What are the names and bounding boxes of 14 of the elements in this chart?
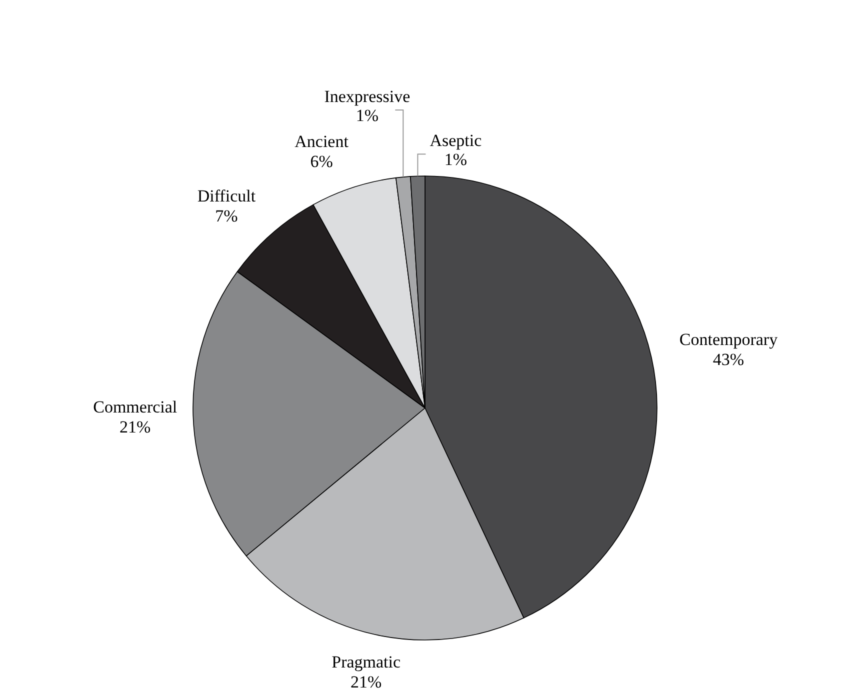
data-label: 21% [350,672,382,692]
data-label: 1% [444,150,468,170]
data-label: 43% [712,350,744,370]
slice-label: Contemporary [679,330,778,350]
slice-label: Pragmatic [332,652,402,672]
slice-label: Difficult [197,186,256,206]
slice-label: Ancient [294,132,349,152]
data-label: 21% [120,417,151,436]
data-label: 6% [310,152,333,172]
slice-label: Inexpressive [324,87,410,106]
data-label: 7% [215,206,238,226]
data-label: 1% [356,106,379,126]
slice-label: Commercial [93,397,178,416]
slice-label: Aseptic [430,131,482,150]
